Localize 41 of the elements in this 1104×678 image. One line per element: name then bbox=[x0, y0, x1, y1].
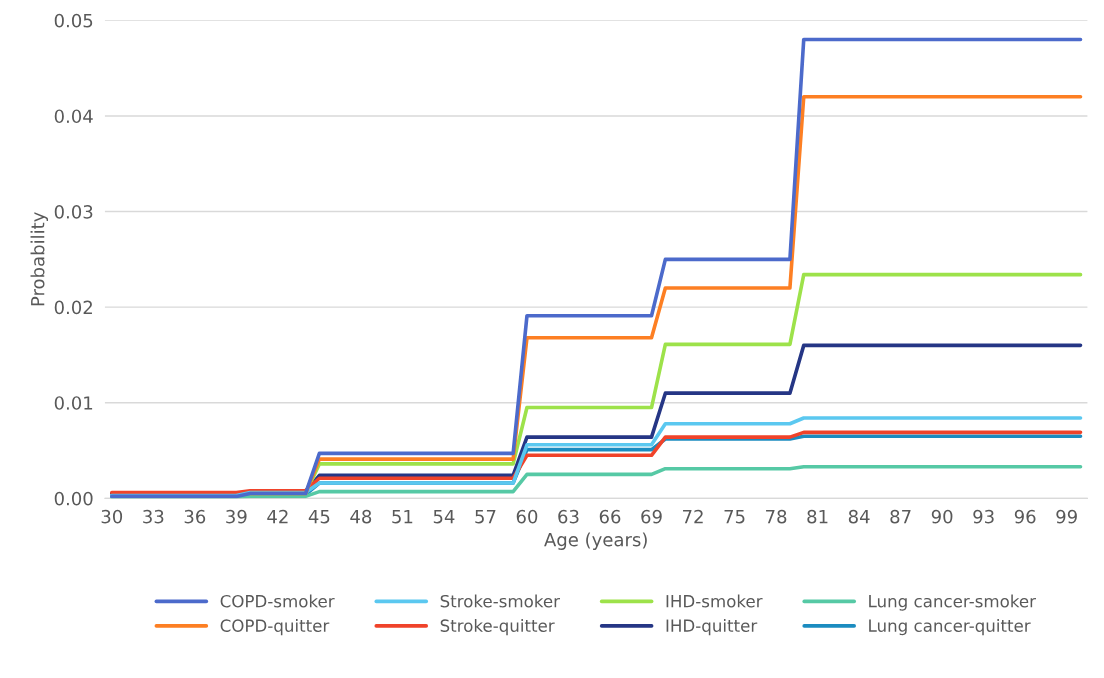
legend-label: Stroke-smoker bbox=[440, 594, 560, 608]
y-tick-label: 0.03 bbox=[54, 205, 93, 219]
x-tick-label: 96 bbox=[1014, 509, 1036, 524]
y-tick-label: 0.01 bbox=[54, 396, 93, 410]
y-axis-title: Probability bbox=[30, 212, 49, 306]
x-tick-label: 51 bbox=[392, 510, 413, 524]
x-tick-label: 42 bbox=[267, 509, 288, 524]
x-tick-label: 69 bbox=[641, 509, 662, 524]
legend-label: Stroke-quitter bbox=[440, 619, 555, 636]
line-series bbox=[109, 37, 1083, 499]
x-tick-label: 84 bbox=[848, 509, 870, 524]
x-tick-label: 81 bbox=[807, 509, 828, 524]
x-tick-label: 99 bbox=[1056, 509, 1077, 524]
x-tick-label: 48 bbox=[350, 509, 372, 524]
y-tick-label: 0.05 bbox=[54, 13, 93, 28]
legend-label: IHD-smoker bbox=[666, 594, 763, 608]
y-tick-label: 0.04 bbox=[54, 109, 93, 124]
x-tick-label: 90 bbox=[931, 509, 953, 524]
x-tick-label: 54 bbox=[433, 510, 455, 524]
x-tick-label: 33 bbox=[143, 509, 164, 524]
y-tick-label: 0.00 bbox=[54, 491, 93, 506]
x-tick-label: 39 bbox=[226, 509, 247, 524]
x-tick-label: 75 bbox=[724, 510, 745, 524]
x-tick-label: 66 bbox=[599, 509, 621, 524]
x-tick-label: 87 bbox=[890, 509, 911, 524]
x-tick-label: 93 bbox=[973, 509, 994, 524]
legend-label: Lung cancer-smoker bbox=[869, 594, 1036, 611]
x-tick-label: 57 bbox=[475, 510, 496, 524]
x-axis-title: Age (years) bbox=[544, 532, 647, 550]
x-tick-label: 63 bbox=[558, 509, 579, 524]
x-tick-label: 78 bbox=[766, 509, 787, 524]
legend-label: IHD-quitter bbox=[666, 619, 758, 636]
legend-label: COPD-smoker bbox=[220, 594, 335, 608]
x-tick-label: 72 bbox=[683, 509, 703, 524]
x-tick-label: 45 bbox=[308, 510, 330, 524]
x-tick-label: 60 bbox=[516, 509, 538, 524]
legend-label: COPD-quitter bbox=[220, 619, 330, 636]
y-tick-label: 0.02 bbox=[54, 300, 92, 315]
x-tick-label: 36 bbox=[184, 509, 206, 524]
legend-label: Lung cancer-quitter bbox=[869, 619, 1031, 636]
x-tick-label: 30 bbox=[101, 509, 123, 524]
